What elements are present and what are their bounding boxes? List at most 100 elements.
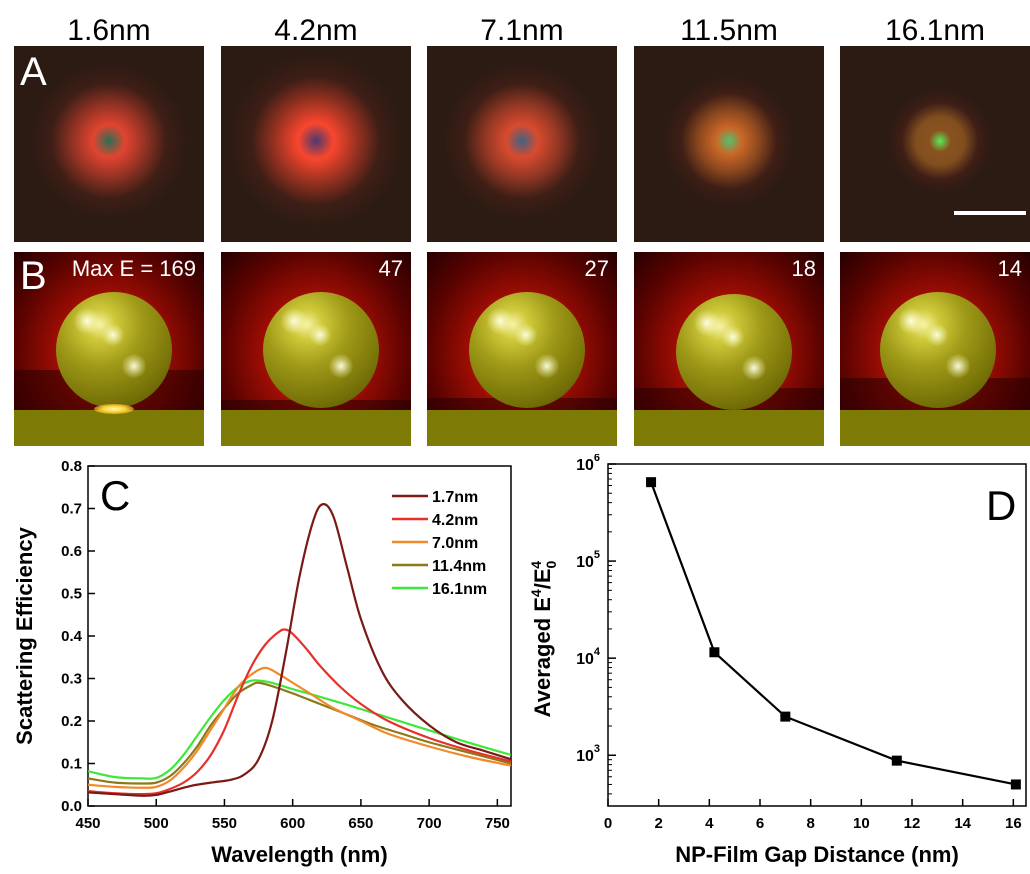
data-point [780, 711, 791, 722]
series-line [88, 681, 511, 785]
x-tick-label: 4 [705, 815, 714, 832]
gold-film [840, 410, 1030, 446]
field-simulation: Max E = 169 [14, 252, 204, 446]
field-simulation: 47 [221, 252, 411, 446]
darkfield-image [634, 46, 824, 242]
y-tick-label: 0.0 [61, 798, 82, 815]
field-simulation: 18 [634, 252, 824, 446]
y-tick-label: 104 [576, 646, 601, 668]
y-tick-label: 106 [576, 454, 600, 474]
x-tick-label: 650 [348, 815, 373, 832]
x-axis-label: NP-Film Gap Distance (nm) [675, 842, 959, 867]
series-line [88, 666, 511, 789]
max-field-label: 14 [997, 256, 1022, 281]
x-tick-label: 500 [144, 815, 169, 832]
gold-film [427, 410, 617, 446]
gap-size-title: 7.1nm [480, 14, 564, 47]
x-tick-label: 750 [485, 815, 510, 832]
panel-b-letter: B [20, 254, 47, 298]
y-tick-label: 0.2 [61, 713, 82, 730]
field-simulation: 14 [840, 252, 1030, 446]
y-tick-label: 0.8 [61, 458, 82, 475]
data-point [709, 647, 720, 658]
specular-highlight [122, 354, 146, 378]
y-tick-label: 0.3 [61, 671, 82, 688]
y-tick-label: 0.6 [61, 543, 82, 560]
x-tick-label: 700 [417, 815, 442, 832]
gold-nanoparticle [469, 292, 585, 408]
specular-highlight [926, 324, 948, 346]
series-line [88, 679, 511, 780]
x-tick-label: 14 [954, 815, 971, 832]
x-tick-label: 450 [75, 815, 100, 832]
series-line [88, 628, 511, 796]
y-tick-label: 0.1 [61, 756, 82, 773]
specular-highlight [694, 310, 720, 336]
x-axis-label: Wavelength (nm) [211, 842, 387, 867]
gold-nanoparticle [56, 292, 172, 408]
gold-nanoparticle [880, 292, 996, 408]
gap-size-title: 11.5nm [680, 14, 778, 47]
gold-nanoparticle [676, 294, 792, 410]
max-field-label: 47 [378, 256, 403, 281]
darkfield-image [14, 46, 204, 242]
plot-frame [607, 463, 1027, 807]
panel-a-letter: A [20, 50, 47, 94]
y-axis-label: Averaged E4/E04 [528, 560, 559, 717]
x-tick-label: 16 [1005, 815, 1022, 832]
gold-nanoparticle [263, 292, 379, 408]
y-tick-label: 105 [576, 549, 600, 571]
gold-film [14, 410, 204, 446]
y-tick-label: 0.4 [61, 628, 83, 645]
field-simulation: 27 [427, 252, 617, 446]
scattering-efficiency-chart: 450 500 550 600 650 700 750 0.0 0.1 0.2 0.3 0.4 0.5 0… [12, 458, 512, 867]
legend-label: 16.1nm [432, 581, 487, 598]
y-tick-label: 103 [576, 743, 600, 765]
scale-bar [954, 211, 1026, 215]
specular-highlight [535, 354, 559, 378]
y-tick-label: 0.7 [61, 501, 82, 518]
series-group [88, 503, 511, 797]
gap-size-title: 16.1nm [884, 14, 986, 47]
y-tick-label: 0.5 [61, 586, 82, 603]
gap-hotspot [94, 404, 134, 414]
x-tick-label: 6 [756, 815, 764, 832]
specular-highlight [309, 324, 331, 346]
legend-label: 1.7nm [432, 489, 478, 506]
specular-highlight [74, 308, 100, 334]
x-tick-label: 8 [806, 815, 814, 832]
max-field-label: Max E = 169 [71, 256, 196, 281]
x-tick-label: 10 [853, 815, 870, 832]
y-axis-label: Scattering Efficiency [12, 526, 37, 744]
legend-label: 7.0nm [432, 535, 478, 552]
darkfield-image [427, 46, 617, 242]
darkfield-image [221, 46, 411, 242]
specular-highlight [102, 324, 124, 346]
legend-label: 4.2nm [432, 512, 478, 529]
x-tick-label: 600 [280, 815, 305, 832]
gap-size-title: 1.6nm [67, 14, 151, 47]
data-point [646, 477, 657, 488]
gap-size-title: 4.2nm [274, 14, 358, 47]
specular-highlight [515, 324, 537, 346]
specular-highlight [487, 308, 513, 334]
panel-d-letter: D [986, 482, 1016, 529]
specular-highlight [281, 308, 307, 334]
x-tick-label: 0 [604, 815, 612, 832]
specular-highlight [742, 356, 766, 380]
data-point [891, 755, 902, 766]
max-field-label: 27 [584, 256, 609, 281]
specular-highlight [946, 354, 970, 378]
gold-film [221, 410, 411, 446]
specular-highlight [722, 326, 744, 348]
panel-c-letter: C [100, 472, 130, 519]
specular-highlight [898, 308, 924, 334]
x-tick-label: 2 [654, 815, 662, 832]
series-line [88, 503, 511, 797]
series-line [650, 481, 1017, 786]
legend-label: 11.4nm [432, 558, 486, 575]
specular-highlight [329, 354, 353, 378]
darkfield-image [840, 46, 1030, 242]
max-field-label: 18 [791, 256, 816, 281]
data-point [1010, 779, 1021, 790]
